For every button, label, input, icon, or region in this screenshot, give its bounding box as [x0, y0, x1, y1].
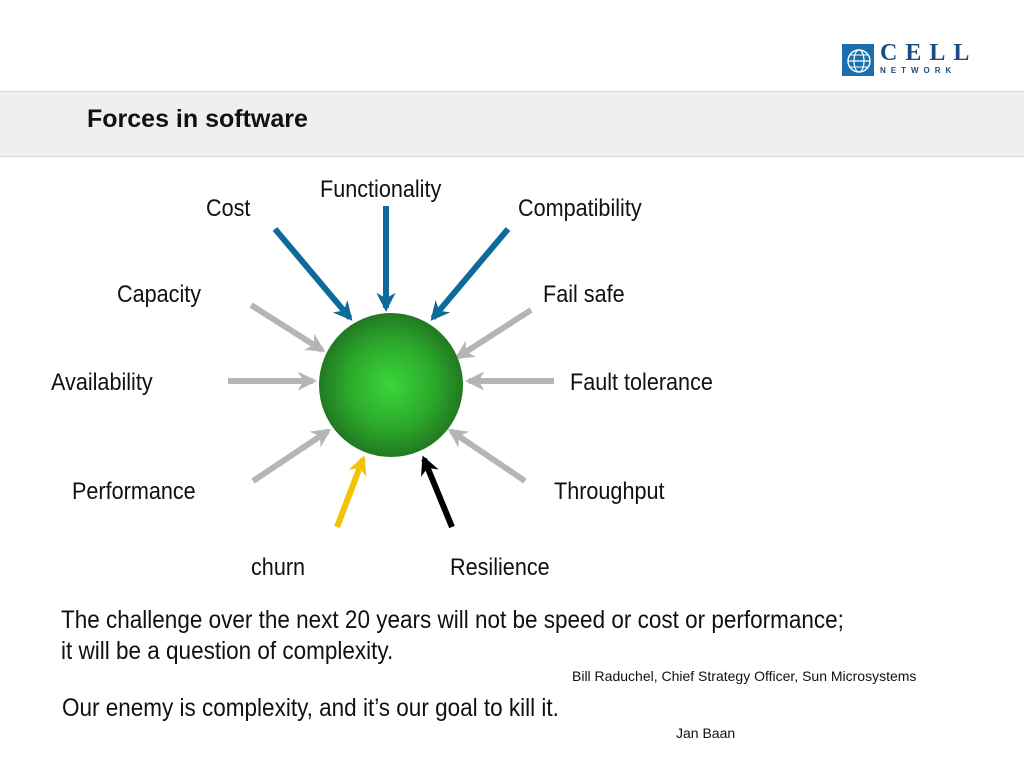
label-fault-tolerance: Fault tolerance: [570, 369, 713, 396]
label-functionality: Functionality: [320, 176, 442, 203]
slide-title: Forces in software: [87, 105, 308, 133]
arrow-performance: [251, 428, 332, 484]
quote-line: it will be a question of complexity.: [61, 637, 394, 665]
label-resilience: Resilience: [450, 554, 550, 581]
forces-diagram: [228, 206, 554, 529]
arrow-throughput: [447, 428, 527, 484]
arrow-compatibility: [430, 227, 511, 321]
center-sphere: [319, 313, 463, 457]
arrow-fail-safe: [454, 307, 533, 360]
logo-wordmark: CELL: [880, 40, 978, 66]
label-churn: churn: [251, 554, 306, 581]
globe-logo-icon: [842, 44, 874, 76]
arrow-resilience: [420, 455, 455, 529]
label-cost: Cost: [206, 195, 251, 222]
label-availability: Availability: [51, 369, 153, 396]
label-capacity: Capacity: [117, 281, 202, 308]
label-throughput: Throughput: [554, 478, 665, 505]
logo-subtitle: NETWORK: [880, 66, 957, 75]
arrow-capacity: [249, 302, 326, 353]
label-fail-safe: Fail safe: [543, 281, 625, 308]
title-bar: [0, 91, 1024, 157]
quote-raduchel: The challenge over the next 20 years wil…: [61, 605, 853, 667]
quote-attribution-raduchel: Bill Raduchel, Chief Strategy Officer, S…: [572, 668, 917, 684]
cell-network-logo: CELL NETWORK: [842, 40, 972, 78]
quote-attribution-baan: Jan Baan: [676, 725, 736, 741]
quote-line: The challenge over the next 20 years wil…: [61, 606, 844, 634]
arrow-cost: [272, 227, 353, 321]
label-performance: Performance: [72, 478, 196, 505]
quote-baan: Our enemy is complexity, and it’s our go…: [62, 694, 559, 722]
arrow-churn: [334, 455, 367, 529]
label-compatibility: Compatibility: [518, 195, 642, 222]
